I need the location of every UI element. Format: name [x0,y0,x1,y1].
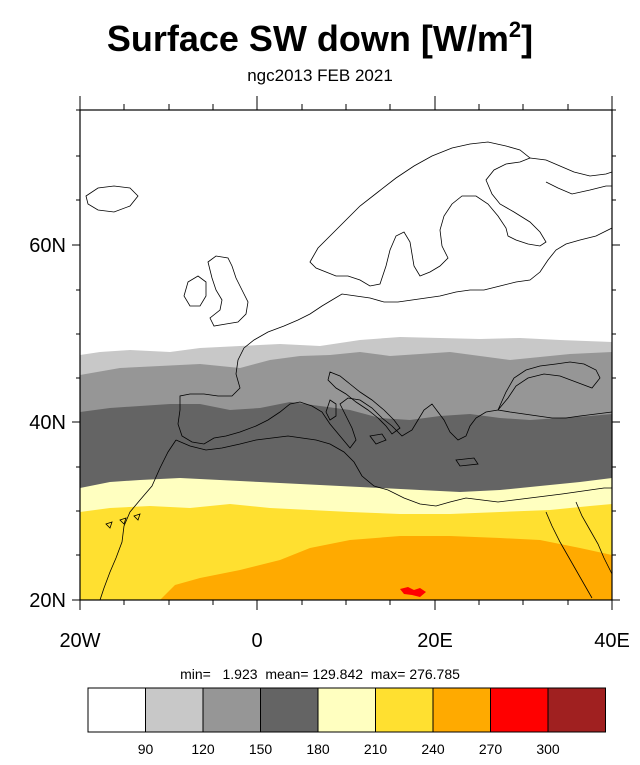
colorbar-label: 210 [364,741,388,757]
coast-sardinia [325,399,337,421]
colorbar-box [145,687,204,733]
coast-canaries [105,513,141,529]
lat-label-20n: 20N [29,590,66,612]
coastlines [85,141,612,600]
colorbar-box [432,687,491,733]
coast-scandinavia [309,141,547,287]
colorbar-label: 90 [138,741,154,757]
title-text: Surface SW down [W/m [106,18,509,59]
field-red-spot [400,587,426,597]
coast-italy [327,371,401,435]
map-subtitle: ngc2013 FEB 2021 [247,66,393,85]
coast-west-africa [99,439,177,600]
map-title: Surface SW down [W/m2] [0,8,640,61]
lon-label-20w: 20W [59,630,100,652]
lat-label-40n: 40N [29,412,66,434]
coast-red-sea [545,511,593,599]
colorbar-label: 300 [536,741,560,757]
field-layer [80,110,612,600]
coast-north-russia [529,157,612,177]
colorbar-label: 120 [191,741,215,757]
coast-iceland [85,185,139,213]
title-end: ] [521,18,534,59]
lon-label-20e: 20E [417,630,453,652]
colorbar-box [317,687,376,733]
coast-great-britain [207,255,249,327]
map-plot: 60N 40N 20N 20W 0 20E 40E [29,96,630,652]
coast-red-sea-east [575,501,612,575]
coast-ireland [183,275,207,307]
stat-mean-label: mean= [265,666,309,682]
field-orange [160,536,612,600]
coast-continental-europe [177,227,612,449]
lon-label-40e: 40E [594,630,630,652]
coast-crete [455,457,479,467]
colorbar-box [375,687,434,733]
lat-label-60n: 60N [29,235,66,257]
stat-mean-value: 129.842 [312,666,364,682]
stat-min-label: min= [180,666,211,682]
coast-black-sea [497,361,601,411]
coast-kola [545,181,612,195]
colorbar-box [547,687,606,733]
colorbar-label: 180 [306,741,330,757]
colorbar-label: 240 [421,741,445,757]
lon-label-0: 0 [251,630,262,652]
tick-marks [72,96,620,610]
colorbar-box [202,687,261,733]
coast-sicily [369,433,387,445]
colorbar-box [87,687,146,733]
stat-max-label: max= [370,666,406,682]
colorbar-box [490,687,549,733]
colorbar-label: 270 [479,741,503,757]
colorbar-box [260,687,319,733]
stat-max-value: 276.785 [409,666,460,682]
colorbar-label: 150 [249,741,273,757]
title-superscript: 2 [508,17,522,42]
stat-min-value: 1.923 [222,666,258,682]
stats-line: min= 1.923 mean= 129.842 max= 276.785 [0,666,640,682]
coast-north-africa [175,435,612,507]
